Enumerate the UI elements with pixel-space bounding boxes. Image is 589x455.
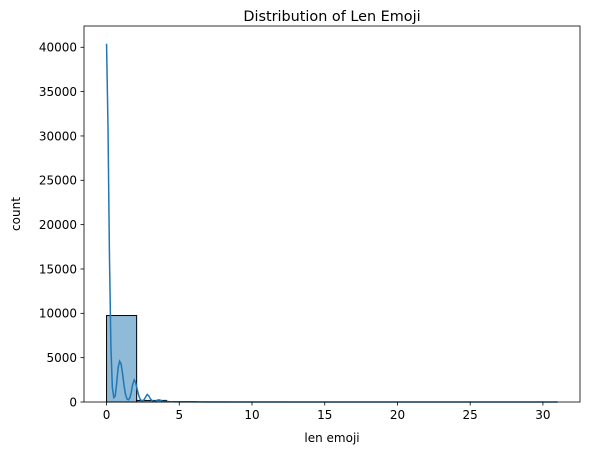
plot-frame xyxy=(83,25,581,403)
y-tick-label: 35000 xyxy=(39,85,77,99)
chart-title: Distribution of Len Emoji xyxy=(243,9,420,25)
x-tick-label: 25 xyxy=(463,408,478,422)
y-axis-label: count xyxy=(9,197,23,231)
x-axis-ticks: 0 5 10 15 20 25 30 xyxy=(103,402,551,422)
x-tick-label: 0 xyxy=(103,408,111,422)
y-tick-label: 0 xyxy=(69,395,77,409)
y-tick-label: 20000 xyxy=(39,218,77,232)
x-tick-label: 10 xyxy=(244,408,259,422)
kde-line xyxy=(105,43,558,403)
x-tick-label: 5 xyxy=(175,408,183,422)
x-tick-label: 15 xyxy=(317,408,332,422)
x-axis-label: len emoji xyxy=(304,431,359,445)
y-tick-label: 40000 xyxy=(39,41,77,55)
y-axis-ticks: 0 5000 10000 15000 20000 25000 30000 35000 40000 xyxy=(39,41,84,409)
x-tick-label: 30 xyxy=(535,408,550,422)
y-tick-label: 30000 xyxy=(39,129,77,143)
y-tick-label: 15000 xyxy=(39,262,77,276)
x-tick-label: 20 xyxy=(390,408,405,422)
histogram-bars xyxy=(106,315,558,403)
y-tick-label: 25000 xyxy=(39,174,77,188)
y-tick-label: 5000 xyxy=(46,351,77,365)
y-tick-label: 10000 xyxy=(39,307,77,321)
